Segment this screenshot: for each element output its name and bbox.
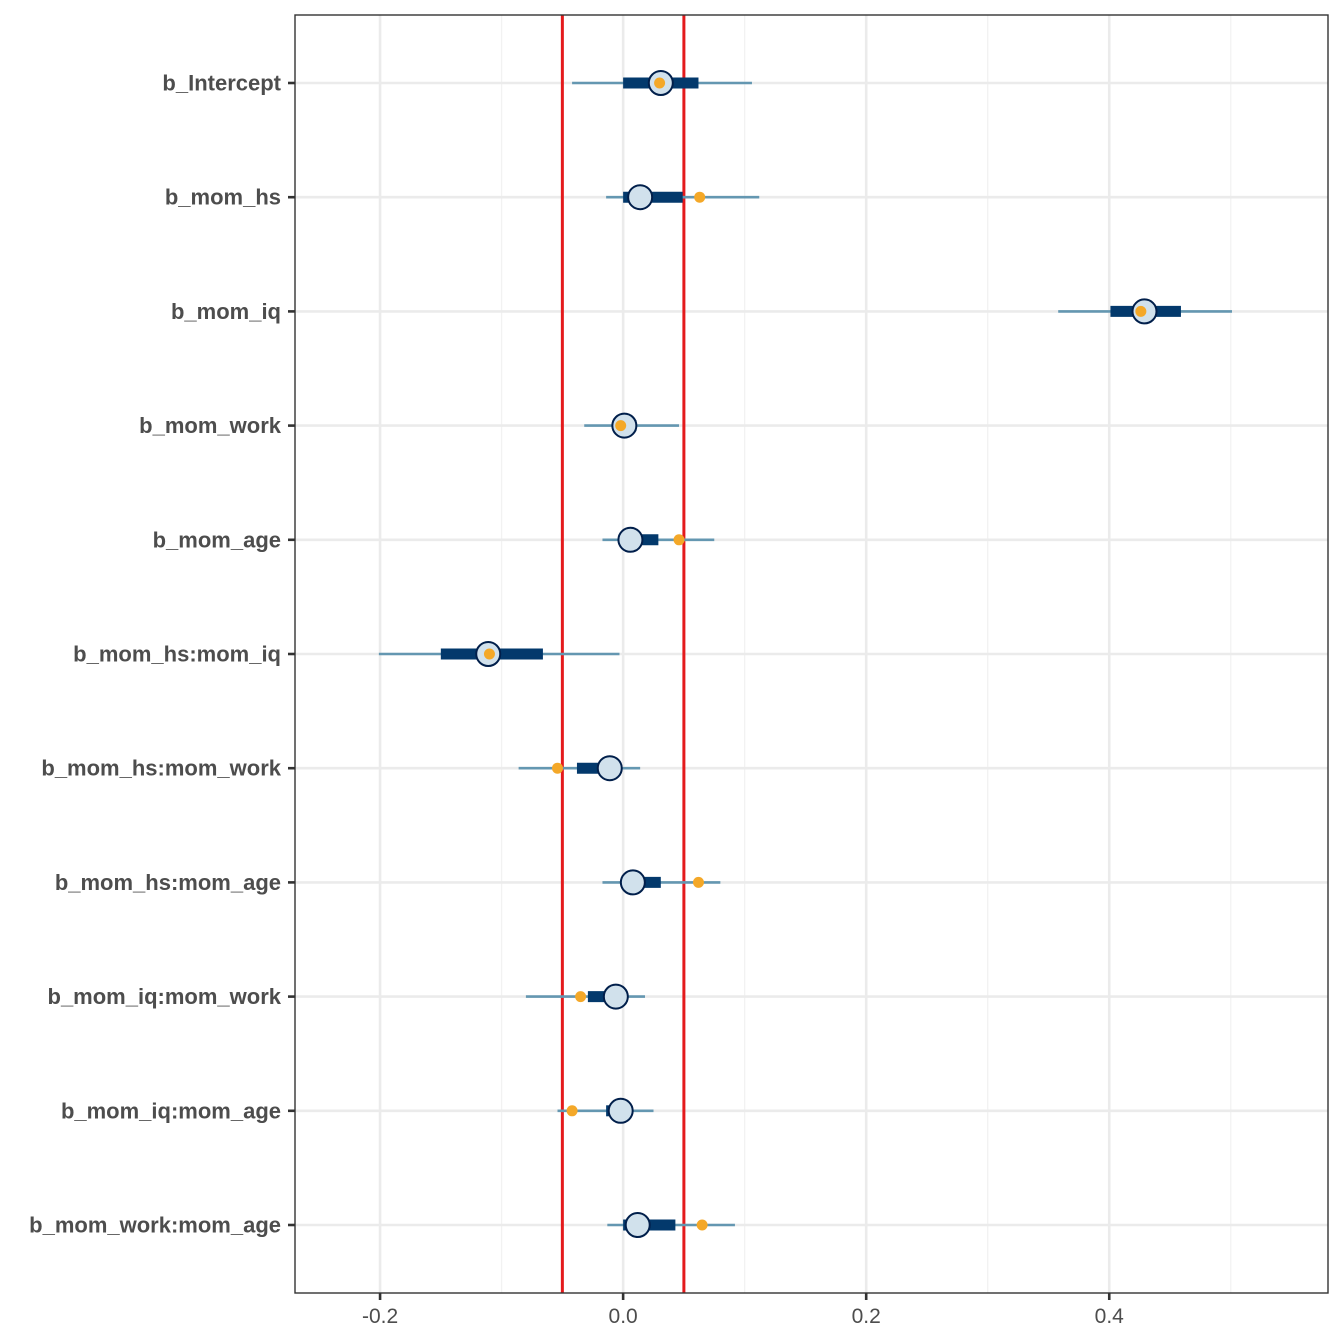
x-tick-label: 0.2 bbox=[852, 1305, 881, 1328]
parameter-interval bbox=[606, 184, 760, 211]
y-tick-label: b_mom_hs:mom_age bbox=[55, 870, 281, 895]
y-tick-label: b_mom_hs:mom_iq bbox=[73, 642, 281, 667]
y-tick-label: b_mom_iq bbox=[171, 299, 281, 324]
y-tick-label: b_mom_iq:mom_age bbox=[61, 1098, 281, 1123]
median-point bbox=[624, 1212, 651, 1238]
median-point bbox=[619, 869, 646, 896]
y-tick-label: b_mom_hs bbox=[165, 185, 281, 210]
x-tick-label: -0.2 bbox=[362, 1305, 398, 1328]
marker-point bbox=[1135, 305, 1147, 317]
parameter-interval bbox=[572, 70, 752, 96]
parameter-interval bbox=[602, 869, 721, 896]
median-point bbox=[607, 1097, 634, 1124]
x-axis: -0.2 0.0 0.2 0.4 bbox=[362, 1293, 1124, 1328]
x-tick-label: 0.0 bbox=[609, 1305, 638, 1328]
marker-point bbox=[673, 534, 685, 546]
parameter-interval bbox=[607, 1212, 735, 1238]
median-point bbox=[617, 526, 644, 553]
y-tick-label: b_mom_work bbox=[139, 413, 282, 438]
y-axis: b_Intercept b_mom_hs b_mom_iq b_mom_work b_m… bbox=[29, 71, 295, 1238]
parameter-interval bbox=[557, 1097, 654, 1124]
marker-point bbox=[694, 191, 706, 203]
parameter-intervals bbox=[378, 70, 1232, 1238]
marker-point bbox=[483, 648, 495, 660]
median-point bbox=[596, 755, 623, 782]
parameter-interval bbox=[378, 641, 620, 667]
parameter-interval bbox=[1058, 298, 1232, 325]
parameter-interval bbox=[525, 983, 646, 1010]
y-tick-label: b_mom_iq:mom_work bbox=[48, 984, 282, 1009]
marker-point bbox=[575, 991, 587, 1003]
marker-point bbox=[615, 420, 627, 432]
marker-point bbox=[566, 1105, 578, 1117]
x-tick-label: 0.4 bbox=[1095, 1305, 1125, 1328]
y-tick-label: b_mom_work:mom_age bbox=[29, 1213, 281, 1238]
major-gridlines bbox=[295, 15, 1328, 1293]
parameter-interval bbox=[602, 526, 715, 553]
median-point bbox=[627, 184, 654, 211]
median-point bbox=[602, 983, 629, 1010]
marker-point bbox=[692, 876, 704, 888]
y-tick-label: b_Intercept bbox=[162, 71, 281, 96]
marker-point bbox=[696, 1219, 708, 1231]
marker-point bbox=[552, 762, 564, 774]
y-tick-label: b_mom_age bbox=[153, 527, 281, 552]
parameter-interval bbox=[518, 755, 641, 782]
marker-point bbox=[654, 77, 666, 89]
parameter-interval bbox=[584, 412, 680, 439]
y-tick-label: b_mom_hs:mom_work bbox=[41, 756, 281, 781]
